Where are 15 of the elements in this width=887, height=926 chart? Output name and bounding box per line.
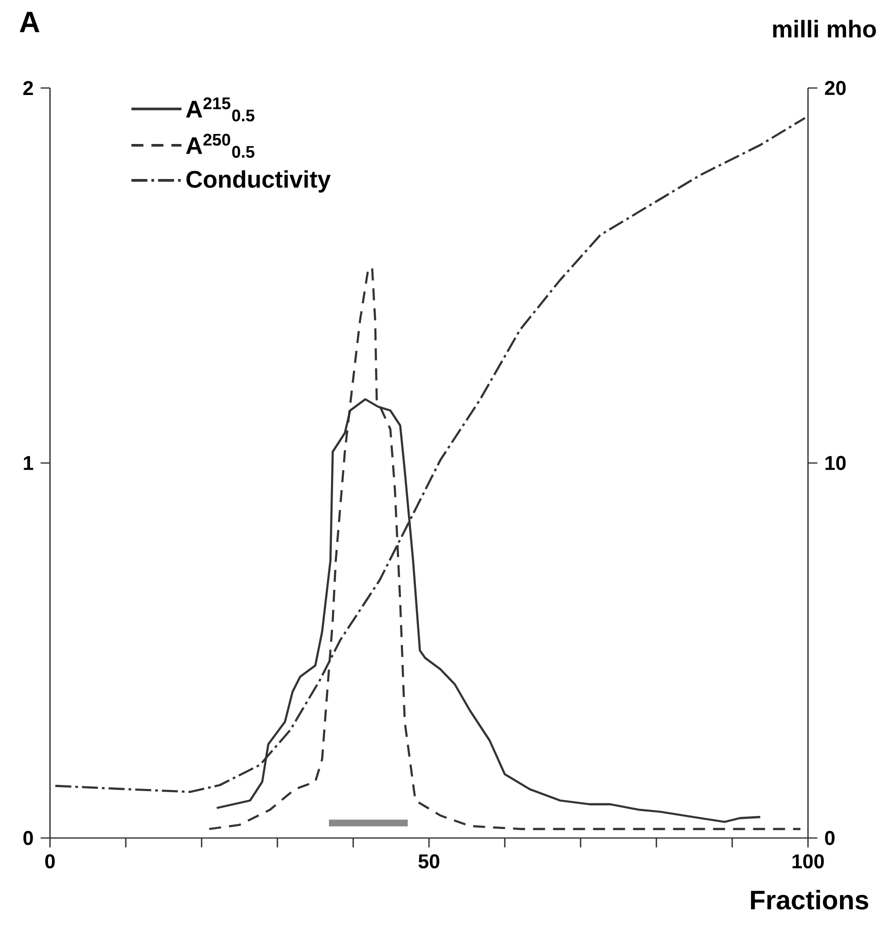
y-tick-label: 1 bbox=[24, 456, 34, 470]
x-tick-label: 50 bbox=[418, 854, 440, 868]
legend-label: A$^{215}$0.5 bbox=[186, 97, 254, 122]
y2-tick-label: 0 bbox=[825, 830, 835, 846]
legend-label: A$^{250}$0.5 bbox=[186, 134, 254, 158]
chart-title: A bbox=[20, 12, 40, 32]
x-tick-label: 0 bbox=[45, 854, 55, 868]
x-tick-label: 100 bbox=[792, 854, 824, 868]
y-tick-label: 2 bbox=[23, 81, 33, 95]
y2-tick-label: 10 bbox=[826, 456, 846, 470]
y2-axis-title: milli mho bbox=[773, 20, 876, 38]
legend-label: Conductivity bbox=[186, 170, 331, 193]
y-tick-label: 0 bbox=[23, 830, 33, 846]
x-axis-title: Fractions bbox=[751, 890, 868, 910]
y2-tick-label: 20 bbox=[824, 80, 846, 96]
